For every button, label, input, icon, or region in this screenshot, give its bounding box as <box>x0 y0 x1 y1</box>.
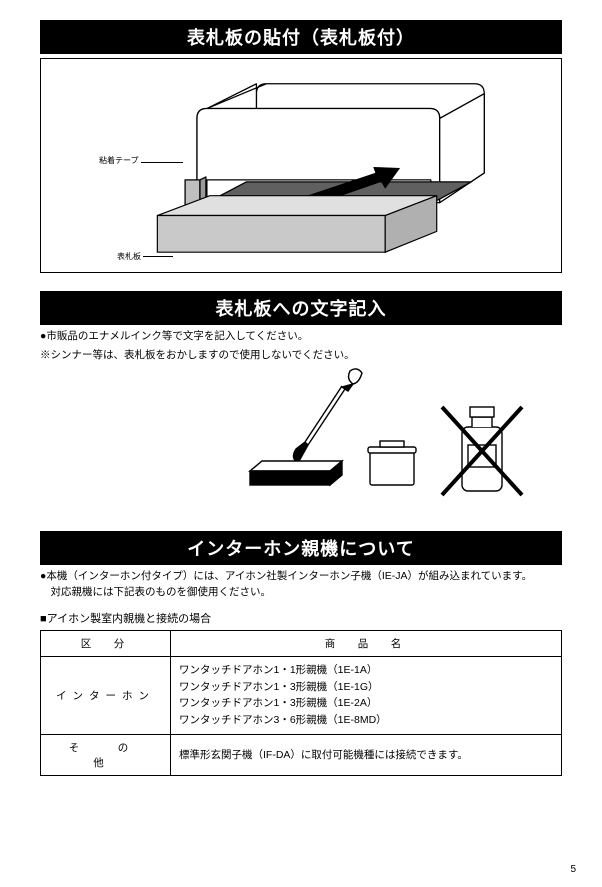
intercom-table: 区 分 商 品 名 インターホン ワンタッチドアホン1・1形親機（1E-1A） … <box>40 630 562 776</box>
section2-bullet-1: ●市販品のエナメルインク等で文字を記入してください。 <box>40 329 562 344</box>
table-row: インターホン ワンタッチドアホン1・1形親機（1E-1A） ワンタッチドアホン1… <box>41 656 562 734</box>
label-plate: 表札板 <box>117 251 141 262</box>
section3-bullet-line2: 対応親機には下記表のものを御使用ください。 <box>40 585 562 600</box>
td-products-2: 標準形玄関子機（IF-DA）に取付可能機種には接続できます。 <box>171 734 562 775</box>
ink-diagram <box>220 363 560 513</box>
section3-header: インターホン親機について <box>40 531 562 565</box>
product-line: ワンタッチドアホン1・1形親機（1E-1A） <box>179 662 553 679</box>
th-category: 区 分 <box>41 630 171 656</box>
section2-header: 表札板への文字記入 <box>40 291 562 325</box>
product-line: ワンタッチドアホン1・3形親機（1E-1G） <box>179 679 553 696</box>
td-category-1: インターホン <box>41 656 171 734</box>
product-line: ワンタッチドアホン1・3形親機（1E-2A） <box>179 695 553 712</box>
label-tape: 粘着テープ <box>99 155 139 166</box>
page-number: 5 <box>570 864 576 875</box>
section3-subhead: ■アイホン製室内親機と接続の場合 <box>40 610 562 626</box>
section3-bullet-line1: ●本機（インターホン付タイプ）には、アイホン社製インターホン子機（IE-JA）が… <box>40 569 562 584</box>
product-line: ワンタッチドアホン3・6形親機（1E-8MD） <box>179 712 553 729</box>
th-product: 商 品 名 <box>171 630 562 656</box>
td-category-2: そ の 他 <box>41 734 171 775</box>
section1-header: 表札板の貼付（表札板付） <box>40 20 562 54</box>
table-row: そ の 他 標準形玄関子機（IF-DA）に取付可能機種には接続できます。 <box>41 734 562 775</box>
td-products-1: ワンタッチドアホン1・1形親機（1E-1A） ワンタッチドアホン1・3形親機（1… <box>171 656 562 734</box>
section2-bullet-2: ※シンナー等は、表札板をおかしますので使用しないでください。 <box>40 348 562 363</box>
nameplate-install-diagram: 粘着テープ 表札板 <box>40 58 562 273</box>
label-tape-line <box>141 162 183 163</box>
label-plate-line <box>143 256 173 257</box>
table-header-row: 区 分 商 品 名 <box>41 630 562 656</box>
